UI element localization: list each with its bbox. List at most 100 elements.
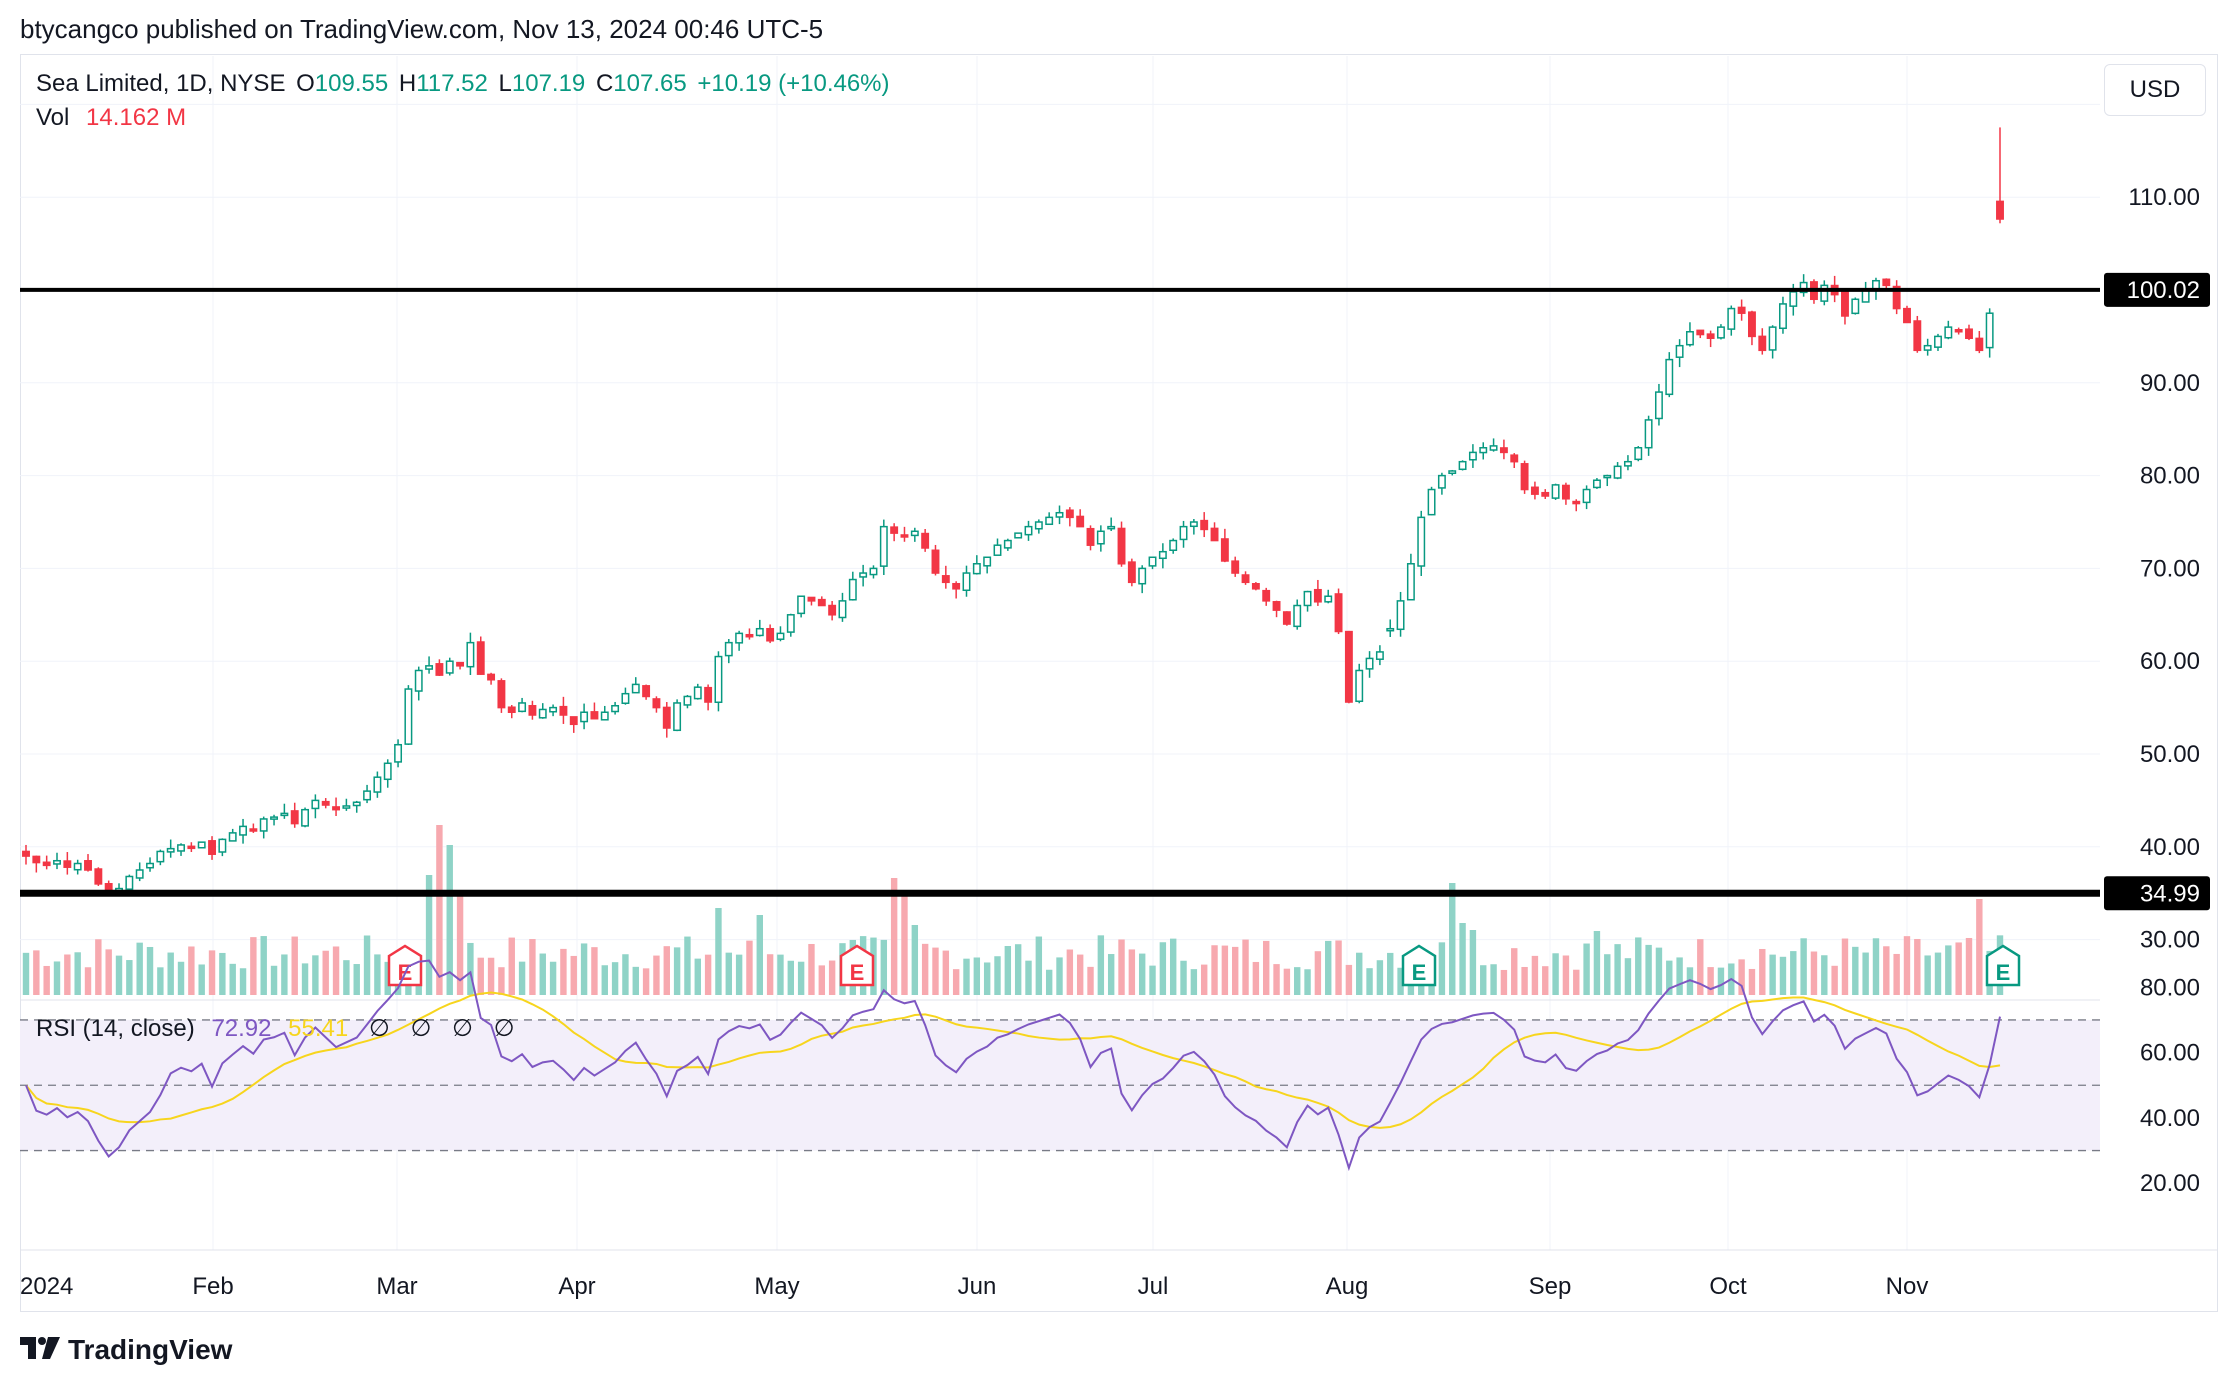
volume-bar: [498, 967, 505, 995]
volume-bar: [456, 895, 464, 995]
volume-bar: [684, 936, 691, 995]
volume-bar: [1325, 940, 1332, 995]
candle-body: [1293, 604, 1302, 628]
earnings-badge: [839, 944, 875, 987]
volume-bar: [901, 895, 908, 995]
volume-bar: [1779, 956, 1787, 995]
candle-body: [1241, 574, 1250, 584]
candle-body: [301, 808, 310, 827]
price-axis-label: 80.00: [2140, 463, 2200, 490]
candle-body: [1262, 589, 1271, 602]
volume-bar: [808, 943, 815, 995]
volume-bar: [384, 961, 391, 995]
candle-body: [249, 828, 258, 832]
candle-body: [332, 806, 341, 811]
currency-button[interactable]: USD: [2104, 64, 2206, 116]
rsi-line: [25, 959, 2001, 1172]
volume-bar: [1604, 954, 1611, 995]
vol-label: Vol: [36, 104, 70, 131]
candle-body: [1737, 306, 1746, 314]
chart-frame: [20, 54, 2218, 1312]
candle-body: [662, 706, 671, 729]
volume-bar: [642, 968, 650, 995]
price-axis-label: 60.00: [2140, 648, 2200, 675]
volume-bar: [208, 950, 216, 995]
candle-body: [879, 525, 888, 567]
candle-body: [559, 705, 568, 716]
candle-body: [1965, 328, 1973, 340]
volume-bar: [1511, 948, 1518, 995]
volume-bar: [1366, 968, 1373, 995]
volume-bar: [1294, 967, 1301, 995]
open-value: 109.55: [314, 70, 389, 97]
candle-body: [1923, 344, 1932, 351]
candle-body: [187, 845, 196, 850]
candle-body: [42, 861, 51, 867]
volume-bar: [239, 968, 247, 995]
volume-bar: [1676, 957, 1683, 995]
volume-bar: [952, 969, 960, 995]
volume-bar: [446, 845, 453, 995]
candle-body: [1024, 525, 1033, 536]
volume-bar: [611, 962, 619, 995]
candle-body: [1014, 532, 1023, 539]
high-value: 117.52: [416, 70, 488, 97]
candle-body: [1251, 583, 1260, 590]
volume-bar: [518, 961, 526, 995]
volume-bar: [1562, 955, 1570, 995]
volume-bar: [539, 953, 546, 995]
candle-body: [1613, 465, 1622, 479]
candle-body: [993, 544, 1002, 556]
candle-body: [1386, 627, 1395, 632]
candle-body: [94, 868, 103, 885]
candle-body: [1944, 326, 1953, 339]
candle-body: [1985, 312, 1994, 349]
volume-bar: [1180, 960, 1187, 995]
candle-body: [600, 711, 609, 721]
volume-bars: [22, 825, 2004, 995]
tradingview-logo-icon: [20, 1334, 60, 1366]
candle-body: [1375, 651, 1384, 660]
time-axis-label: Jun: [958, 1273, 997, 1300]
candle-body: [363, 790, 372, 801]
candle-body: [673, 702, 682, 732]
volume-bar: [1583, 943, 1590, 995]
candle-body: [900, 534, 909, 538]
volume-bar: [1387, 952, 1394, 995]
volume-bar: [43, 965, 50, 995]
volume-bar: [1025, 960, 1032, 995]
volume-bar: [301, 963, 309, 995]
candle-body: [290, 810, 299, 825]
candle-body: [714, 655, 723, 704]
candle-body: [1210, 527, 1219, 542]
volume-bar: [549, 961, 557, 995]
close-label: C: [595, 70, 614, 97]
candle-body: [22, 850, 30, 857]
candle-body: [590, 711, 599, 720]
candle-body: [1572, 500, 1581, 505]
candle-body: [1551, 484, 1560, 499]
volume-bar: [1397, 967, 1404, 995]
candle-body: [487, 673, 496, 681]
candle-body: [766, 627, 775, 642]
candle-body: [394, 743, 403, 763]
volume-bar: [1200, 964, 1208, 995]
candle-body: [859, 572, 868, 578]
earnings-marker: E: [1401, 944, 1437, 987]
rsi-value: 72.92: [211, 1015, 272, 1042]
tradingview-footer[interactable]: TradingView: [20, 1334, 232, 1366]
candle-body: [569, 716, 578, 726]
volume-bar: [95, 939, 102, 995]
axes: 120.00110.00100.0290.0080.0070.0060.0050…: [20, 91, 2218, 1300]
candle-body: [1189, 521, 1198, 528]
volume-bar: [1159, 942, 1167, 995]
candle-body: [125, 875, 134, 890]
volume-bar: [260, 936, 267, 995]
volume-bar: [1945, 945, 1952, 995]
candle-body: [1406, 563, 1415, 601]
na-symbol: ∅: [493, 1015, 515, 1042]
candle-body: [321, 800, 330, 806]
candle-body: [435, 663, 444, 676]
volume-bar: [1934, 952, 1942, 995]
